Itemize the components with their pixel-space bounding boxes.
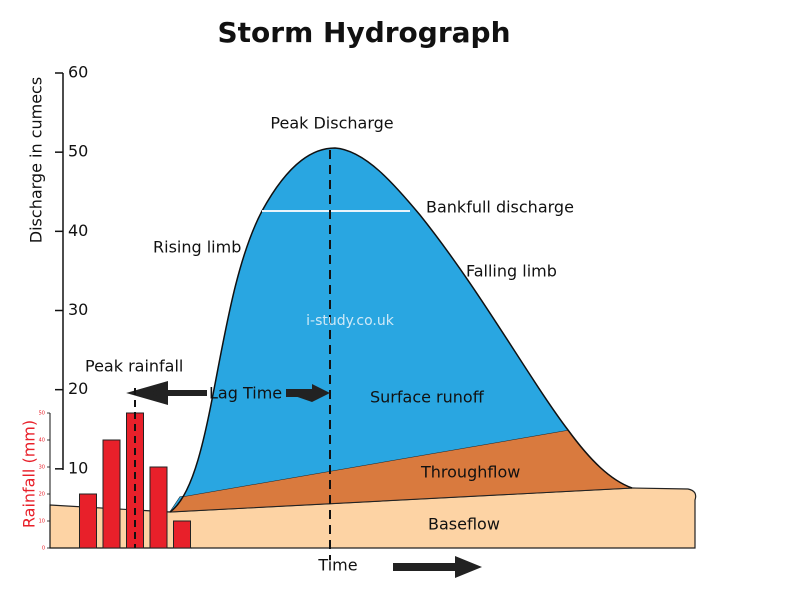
y-tick-label: 10 [68,458,88,477]
surface-runoff-area [170,148,568,512]
y-tick-label: 30 [68,300,88,319]
rainfall-tick-label: 50 [39,411,45,417]
falling-limb-label: Falling limb [466,262,557,281]
rainfall-tick-label: 20 [39,492,45,498]
y-tick-label: 20 [68,379,88,398]
throughflow-label: Throughflow [420,463,520,482]
rainfall-tick-label: 40 [39,438,45,444]
y-tick-label: 60 [68,63,88,82]
rainfall-tick-label: 10 [39,519,45,525]
marks: 10 20 30 40 50 60 0 10 20 30 40 50 [39,63,191,552]
rainfall-bar [102,439,121,549]
rising-limb-label: Rising limb [153,238,241,257]
time-arrow [393,556,482,578]
peak-rainfall-label: Peak rainfall [85,357,183,376]
bankfull-label: Bankfull discharge [426,198,574,217]
lag-arrow-right [286,384,330,402]
y-tick-label: 50 [68,142,88,161]
y-axis-title: Discharge in cumecs [27,77,46,243]
rainfall-bar [79,493,97,549]
rainfall-bar [126,412,144,549]
rainfall-axis-title: Rainfall (mm) [20,420,39,528]
chart-title: Storm Hydrograph [217,16,510,49]
y-tick-label: 40 [68,221,88,240]
baseflow-area [49,487,697,549]
baseflow-label: Baseflow [428,515,500,534]
rainfall-bar [149,466,168,549]
lag-time-label: Lag Time [209,384,282,403]
rainfall-bar [173,520,191,549]
rainfall-tick-label: 0 [42,546,45,552]
lag-arrow-left [126,381,207,405]
surface-runoff-label: Surface runoff [370,388,485,407]
rainfall-tick-label: 30 [39,465,45,471]
x-axis-title: Time [317,556,357,575]
hydrograph-curve [169,147,633,513]
watermark: i-study.co.uk [306,313,395,329]
peak-discharge-label: Peak Discharge [270,114,393,133]
